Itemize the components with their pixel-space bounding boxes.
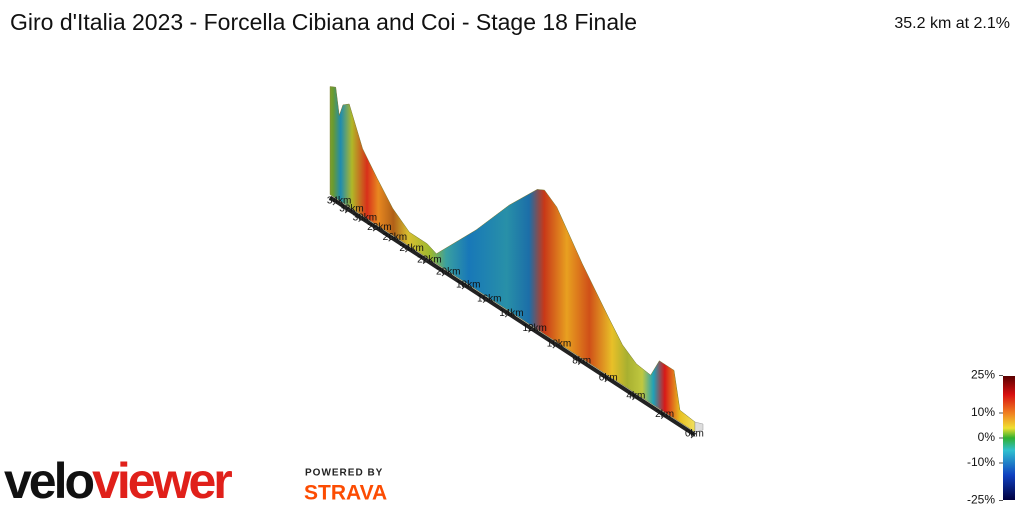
distance-tick [358, 217, 363, 223]
legend: 25% 10% 0% -10% -25% [967, 368, 1003, 507]
profile-end [694, 421, 704, 433]
title: Giro d'Italia 2023 - Forcella Cibiana an… [10, 9, 637, 35]
distance-tick [632, 395, 637, 401]
scale-label: -10% [967, 455, 995, 469]
distance-tick [604, 377, 610, 383]
distance-label: 2km [655, 409, 674, 420]
distance-tick [690, 433, 696, 439]
powered-by: POWERED BY [305, 468, 383, 479]
distance-label: 32km [339, 204, 363, 215]
distance-tick [528, 327, 533, 333]
gradient-scale [1003, 376, 1015, 500]
scale-label: -25% [967, 493, 995, 507]
distance-label: 20km [436, 267, 460, 278]
distance-label: 10km [547, 339, 571, 350]
scale-label: 25% [971, 368, 995, 382]
distance-tick [577, 360, 583, 366]
distance-label: 14km [499, 308, 523, 319]
distance-label: 24km [399, 243, 423, 254]
distance-tick [441, 271, 447, 277]
logo-a: velo [4, 453, 94, 509]
distance-label: 12km [522, 323, 546, 334]
distance-label: 26km [383, 232, 407, 243]
distance-tick [461, 284, 467, 290]
logo: veloviewer [4, 453, 232, 509]
distance-tick [332, 200, 338, 206]
distance-tick [504, 312, 510, 318]
distance-tick [344, 208, 350, 214]
distance-label: 4km [626, 391, 645, 402]
distance-label: 16km [477, 293, 501, 304]
distance-label: 6km [599, 373, 618, 384]
profile-wall [329, 86, 696, 433]
distance-tick [422, 259, 428, 265]
distance-label: 28km [367, 222, 391, 233]
distance-label: 22km [417, 254, 441, 265]
distance-label: 8km [572, 355, 591, 366]
distance-tick [552, 343, 558, 349]
distance-label: 18km [456, 280, 480, 291]
distance-tick [372, 226, 378, 232]
distance-tick [388, 236, 394, 242]
strava: STRAVA [304, 482, 387, 505]
profile-base [328, 195, 697, 437]
scale-label: 0% [978, 430, 996, 444]
distance-label: 30km [353, 212, 377, 223]
distance-label: 0km [685, 429, 704, 440]
distance-tick [660, 414, 666, 419]
distance-label: 34km [327, 196, 351, 207]
summary: 35.2 km at 2.1% [894, 15, 1010, 32]
logo-b: viewer [92, 453, 232, 509]
distance-tick [482, 298, 488, 304]
distance-tick [404, 247, 410, 253]
scale-label: 10% [971, 405, 995, 419]
